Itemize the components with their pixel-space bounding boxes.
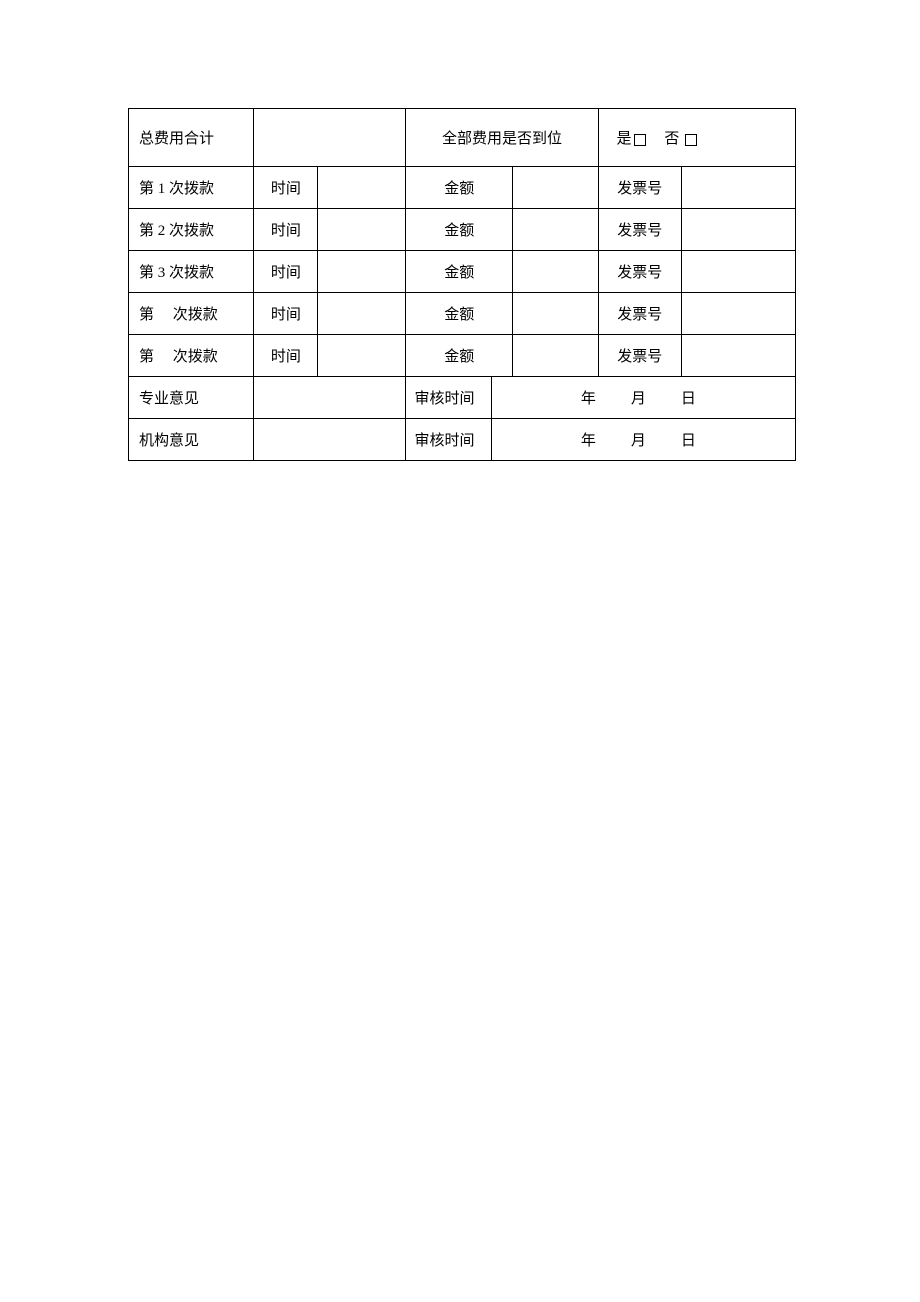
- table-row: 机构意见 审核时间 年 月 日: [129, 419, 796, 461]
- invoice-label: 发票号: [598, 293, 681, 335]
- prof-opinion-value: [254, 377, 406, 419]
- table-row: 专业意见 审核时间 年 月 日: [129, 377, 796, 419]
- org-opinion-label: 机构意见: [129, 419, 254, 461]
- fees-arrived-label: 全部费用是否到位: [406, 109, 598, 167]
- invoice-label: 发票号: [598, 251, 681, 293]
- amount-value: [513, 209, 598, 251]
- payment-label: 第 次拨款: [129, 293, 254, 335]
- payment-label: 第 2 次拨款: [129, 209, 254, 251]
- no-label: 否: [664, 131, 679, 147]
- invoice-value: [681, 293, 795, 335]
- total-cost-value: [254, 109, 406, 167]
- invoice-label: 发票号: [598, 167, 681, 209]
- amount-value: [513, 251, 598, 293]
- time-value: [318, 293, 406, 335]
- time-value: [318, 209, 406, 251]
- time-label: 时间: [254, 209, 318, 251]
- payment-label: 第 3 次拨款: [129, 251, 254, 293]
- invoice-value: [681, 251, 795, 293]
- review-time-label: 审核时间: [406, 419, 491, 461]
- amount-label: 金额: [406, 209, 513, 251]
- table-row: 总费用合计 全部费用是否到位 是 否: [129, 109, 796, 167]
- time-value: [318, 167, 406, 209]
- amount-label: 金额: [406, 335, 513, 377]
- payment-label: 第 1 次拨款: [129, 167, 254, 209]
- time-value: [318, 335, 406, 377]
- table-row: 第 1 次拨款 时间 金额 发票号: [129, 167, 796, 209]
- review-time-label: 审核时间: [406, 377, 491, 419]
- time-label: 时间: [254, 167, 318, 209]
- fees-arrived-options: 是 否: [598, 109, 795, 167]
- invoice-value: [681, 167, 795, 209]
- invoice-label: 发票号: [598, 209, 681, 251]
- time-label: 时间: [254, 293, 318, 335]
- time-label: 时间: [254, 335, 318, 377]
- amount-label: 金额: [406, 167, 513, 209]
- table-row: 第 次拨款 时间 金额 发票号: [129, 335, 796, 377]
- amount-value: [513, 335, 598, 377]
- payment-label: 第 次拨款: [129, 335, 254, 377]
- table-row: 第 次拨款 时间 金额 发票号: [129, 293, 796, 335]
- org-opinion-value: [254, 419, 406, 461]
- time-value: [318, 251, 406, 293]
- review-date: 年 月 日: [491, 377, 795, 419]
- total-cost-label: 总费用合计: [129, 109, 254, 167]
- checkbox-icon[interactable]: [634, 134, 646, 146]
- invoice-value: [681, 335, 795, 377]
- checkbox-icon[interactable]: [685, 134, 697, 146]
- yes-label: 是: [617, 131, 632, 147]
- review-date: 年 月 日: [491, 419, 795, 461]
- prof-opinion-label: 专业意见: [129, 377, 254, 419]
- time-label: 时间: [254, 251, 318, 293]
- invoice-value: [681, 209, 795, 251]
- payment-table: 总费用合计 全部费用是否到位 是 否 第 1 次拨款 时间 金额 发票号 第 2…: [128, 108, 796, 461]
- table-row: 第 2 次拨款 时间 金额 发票号: [129, 209, 796, 251]
- amount-label: 金额: [406, 293, 513, 335]
- invoice-label: 发票号: [598, 335, 681, 377]
- table-row: 第 3 次拨款 时间 金额 发票号: [129, 251, 796, 293]
- amount-label: 金额: [406, 251, 513, 293]
- amount-value: [513, 167, 598, 209]
- amount-value: [513, 293, 598, 335]
